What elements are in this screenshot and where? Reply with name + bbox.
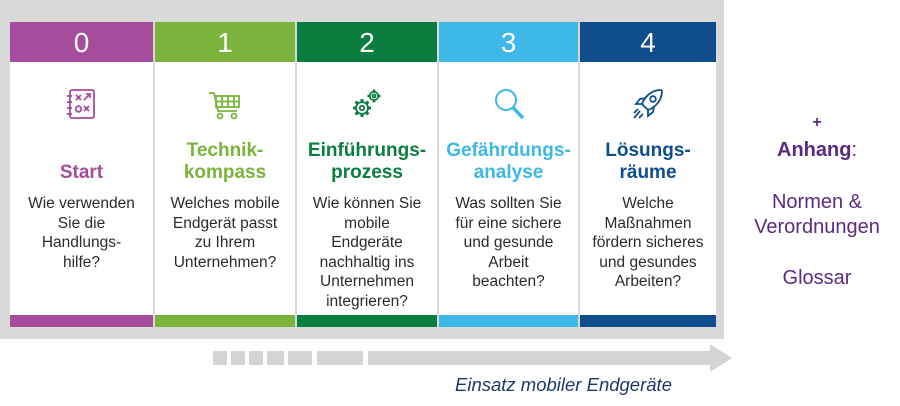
step-4-description: Welche Maßnahmen fördern sicheres und ge…: [592, 195, 704, 290]
timeline-caption: Einsatz mobiler Endgeräte: [455, 374, 672, 395]
step-2: 2 Einführungs- prozess Wie können Sie mo…: [297, 22, 437, 327]
arrow-dash-4: [267, 351, 284, 365]
step-2-title: Einführungs- prozess: [307, 140, 427, 183]
step-4-title: Lösungs- räume: [605, 140, 691, 183]
annex-colon: :: [851, 139, 857, 161]
annex-plus: +: [812, 114, 822, 131]
arrow-head-icon: [710, 344, 732, 372]
step-0-footer: [10, 315, 153, 327]
annex-heading: Anhang:: [732, 138, 900, 162]
annex-norms: Normen & Verordnungen: [754, 191, 880, 238]
step-3: 3 Gefährdungs- analyse Was sollten Sie f…: [439, 22, 578, 327]
gears-icon: [349, 86, 385, 122]
step-3-footer: [439, 315, 578, 327]
step-2-description: Wie können Sie mobile Endgeräte nachhalt…: [312, 195, 422, 310]
checklist-icon: [64, 86, 100, 122]
step-1-description: Welches mobile Endgerät passt zu Ihrem U…: [170, 195, 280, 271]
step-1-title: Technik- kompass: [183, 140, 267, 183]
step-3-title: Gefährdungs- analyse: [446, 140, 571, 183]
rocket-icon: [630, 86, 666, 122]
step-4-number: 4: [580, 22, 716, 62]
arrow-dash-6: [317, 351, 363, 365]
step-0-number: 0: [10, 22, 153, 62]
step-3-number: 3: [439, 22, 578, 62]
step-1: 1 Technik- kompass Welches mobile Endger…: [155, 22, 295, 327]
step-1-footer: [155, 315, 295, 327]
annex-label: Anhang: [777, 139, 852, 161]
step-0-description: Wie verwenden Sie die Handlungs- hilfe?: [28, 195, 135, 271]
magnifier-icon: [491, 86, 527, 122]
arrow-dash-2: [231, 351, 245, 365]
step-3-description: Was sollten Sie für eine sichere und ges…: [455, 195, 562, 290]
arrow-dash-5: [288, 351, 312, 365]
step-0-title: Start: [59, 162, 104, 183]
step-2-footer: [297, 315, 437, 327]
step-0: 0 Start Wie verwenden Sie die Handlungs-…: [10, 22, 153, 327]
step-1-number: 1: [155, 22, 295, 62]
step-2-number: 2: [297, 22, 437, 62]
annex-glossary: Glossar: [782, 267, 852, 289]
shopping-cart-icon: [207, 86, 243, 122]
step-4: 4 Lösungs- räume Welche Maßnahmen förder…: [580, 22, 716, 327]
step-4-footer: [580, 315, 716, 327]
arrow-dash-3: [249, 351, 263, 365]
arrow-dash-1: [213, 351, 227, 365]
arrow-shaft: [368, 351, 715, 365]
